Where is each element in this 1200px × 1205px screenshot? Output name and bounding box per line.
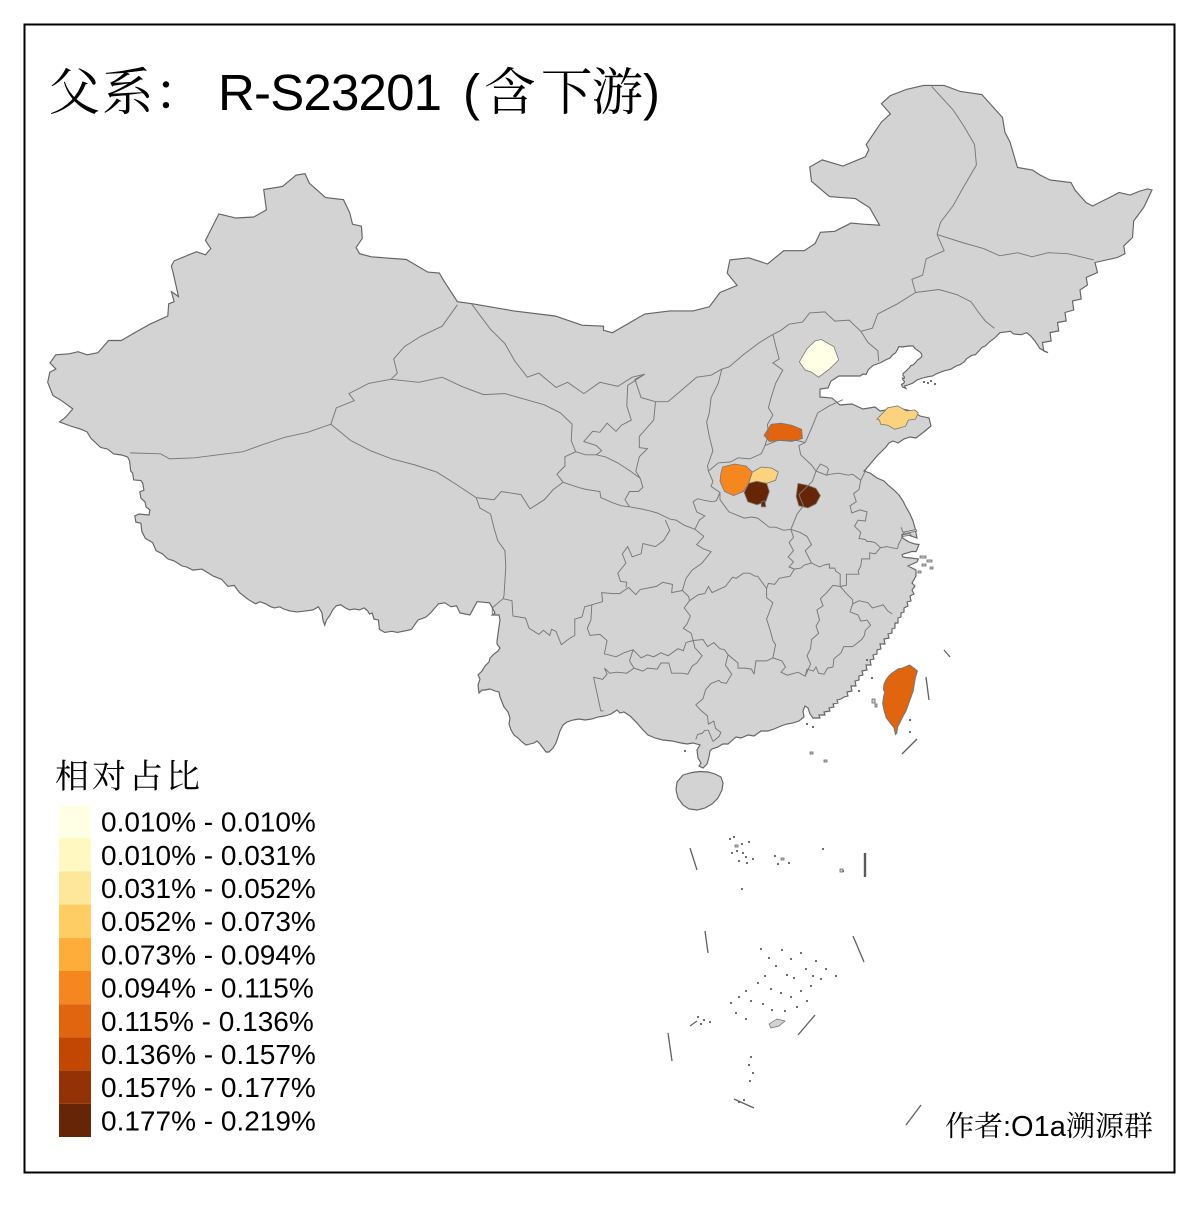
- svg-text:0.157% - 0.177%: 0.157% - 0.177%: [101, 1072, 316, 1103]
- svg-text:0.115% - 0.136%: 0.115% - 0.136%: [101, 1006, 314, 1037]
- svg-text:0.010% - 0.031%: 0.010% - 0.031%: [101, 840, 316, 871]
- svg-text:0.031% - 0.052%: 0.031% - 0.052%: [101, 873, 316, 904]
- svg-text:R-S23201: R-S23201: [218, 64, 441, 121]
- svg-text:0.052% - 0.073%: 0.052% - 0.073%: [101, 906, 316, 937]
- svg-text:0.094% - 0.115%: 0.094% - 0.115%: [101, 973, 314, 1004]
- svg-text:(: (: [463, 64, 480, 121]
- svg-text:0.073% - 0.094%: 0.073% - 0.094%: [101, 939, 316, 970]
- svg-text:0.177% - 0.219%: 0.177% - 0.219%: [101, 1105, 316, 1136]
- svg-text::O1a: :O1a: [1003, 1111, 1067, 1143]
- svg-text:): ): [643, 64, 660, 121]
- svg-text:0.010% - 0.010%: 0.010% - 0.010%: [101, 807, 316, 838]
- svg-text:0.136% - 0.157%: 0.136% - 0.157%: [101, 1039, 316, 1070]
